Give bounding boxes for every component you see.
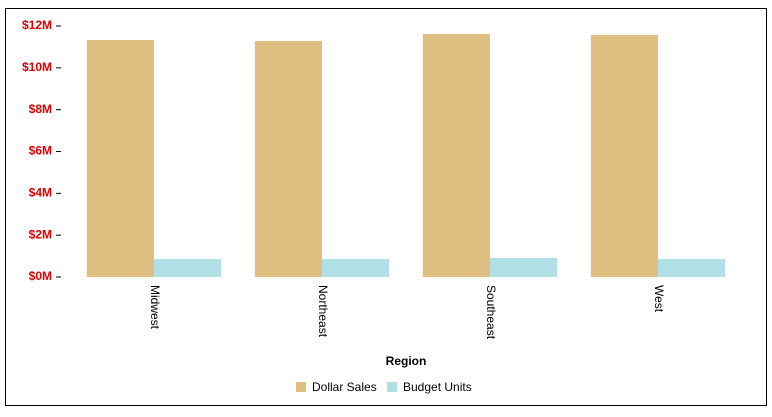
x-tick-label: Midwest bbox=[148, 285, 162, 330]
x-tick-label: Southeast bbox=[484, 285, 498, 340]
x-axis-label: Region bbox=[386, 354, 427, 368]
x-tick-label: West bbox=[652, 285, 666, 313]
y-tick-label: $0M bbox=[29, 269, 52, 283]
bar bbox=[254, 41, 322, 278]
bar bbox=[154, 259, 222, 277]
y-tick-label: $6M bbox=[29, 144, 52, 158]
bar bbox=[590, 34, 658, 277]
y-tick-label: $2M bbox=[29, 227, 52, 241]
y-tick-label: $8M bbox=[29, 102, 52, 116]
bar bbox=[658, 259, 726, 277]
legend-label: Dollar Sales bbox=[312, 380, 377, 394]
bar bbox=[490, 257, 558, 277]
bar bbox=[422, 33, 490, 277]
x-tick-label: Northeast bbox=[316, 285, 330, 338]
y-tick-label: $4M bbox=[29, 186, 52, 200]
y-tick-label: $12M bbox=[22, 18, 52, 32]
bar bbox=[86, 40, 154, 278]
legend-label: Budget Units bbox=[403, 380, 472, 394]
bar bbox=[322, 259, 390, 277]
legend-swatch bbox=[387, 382, 397, 392]
y-tick-label: $10M bbox=[22, 60, 52, 74]
legend-swatch bbox=[296, 382, 306, 392]
